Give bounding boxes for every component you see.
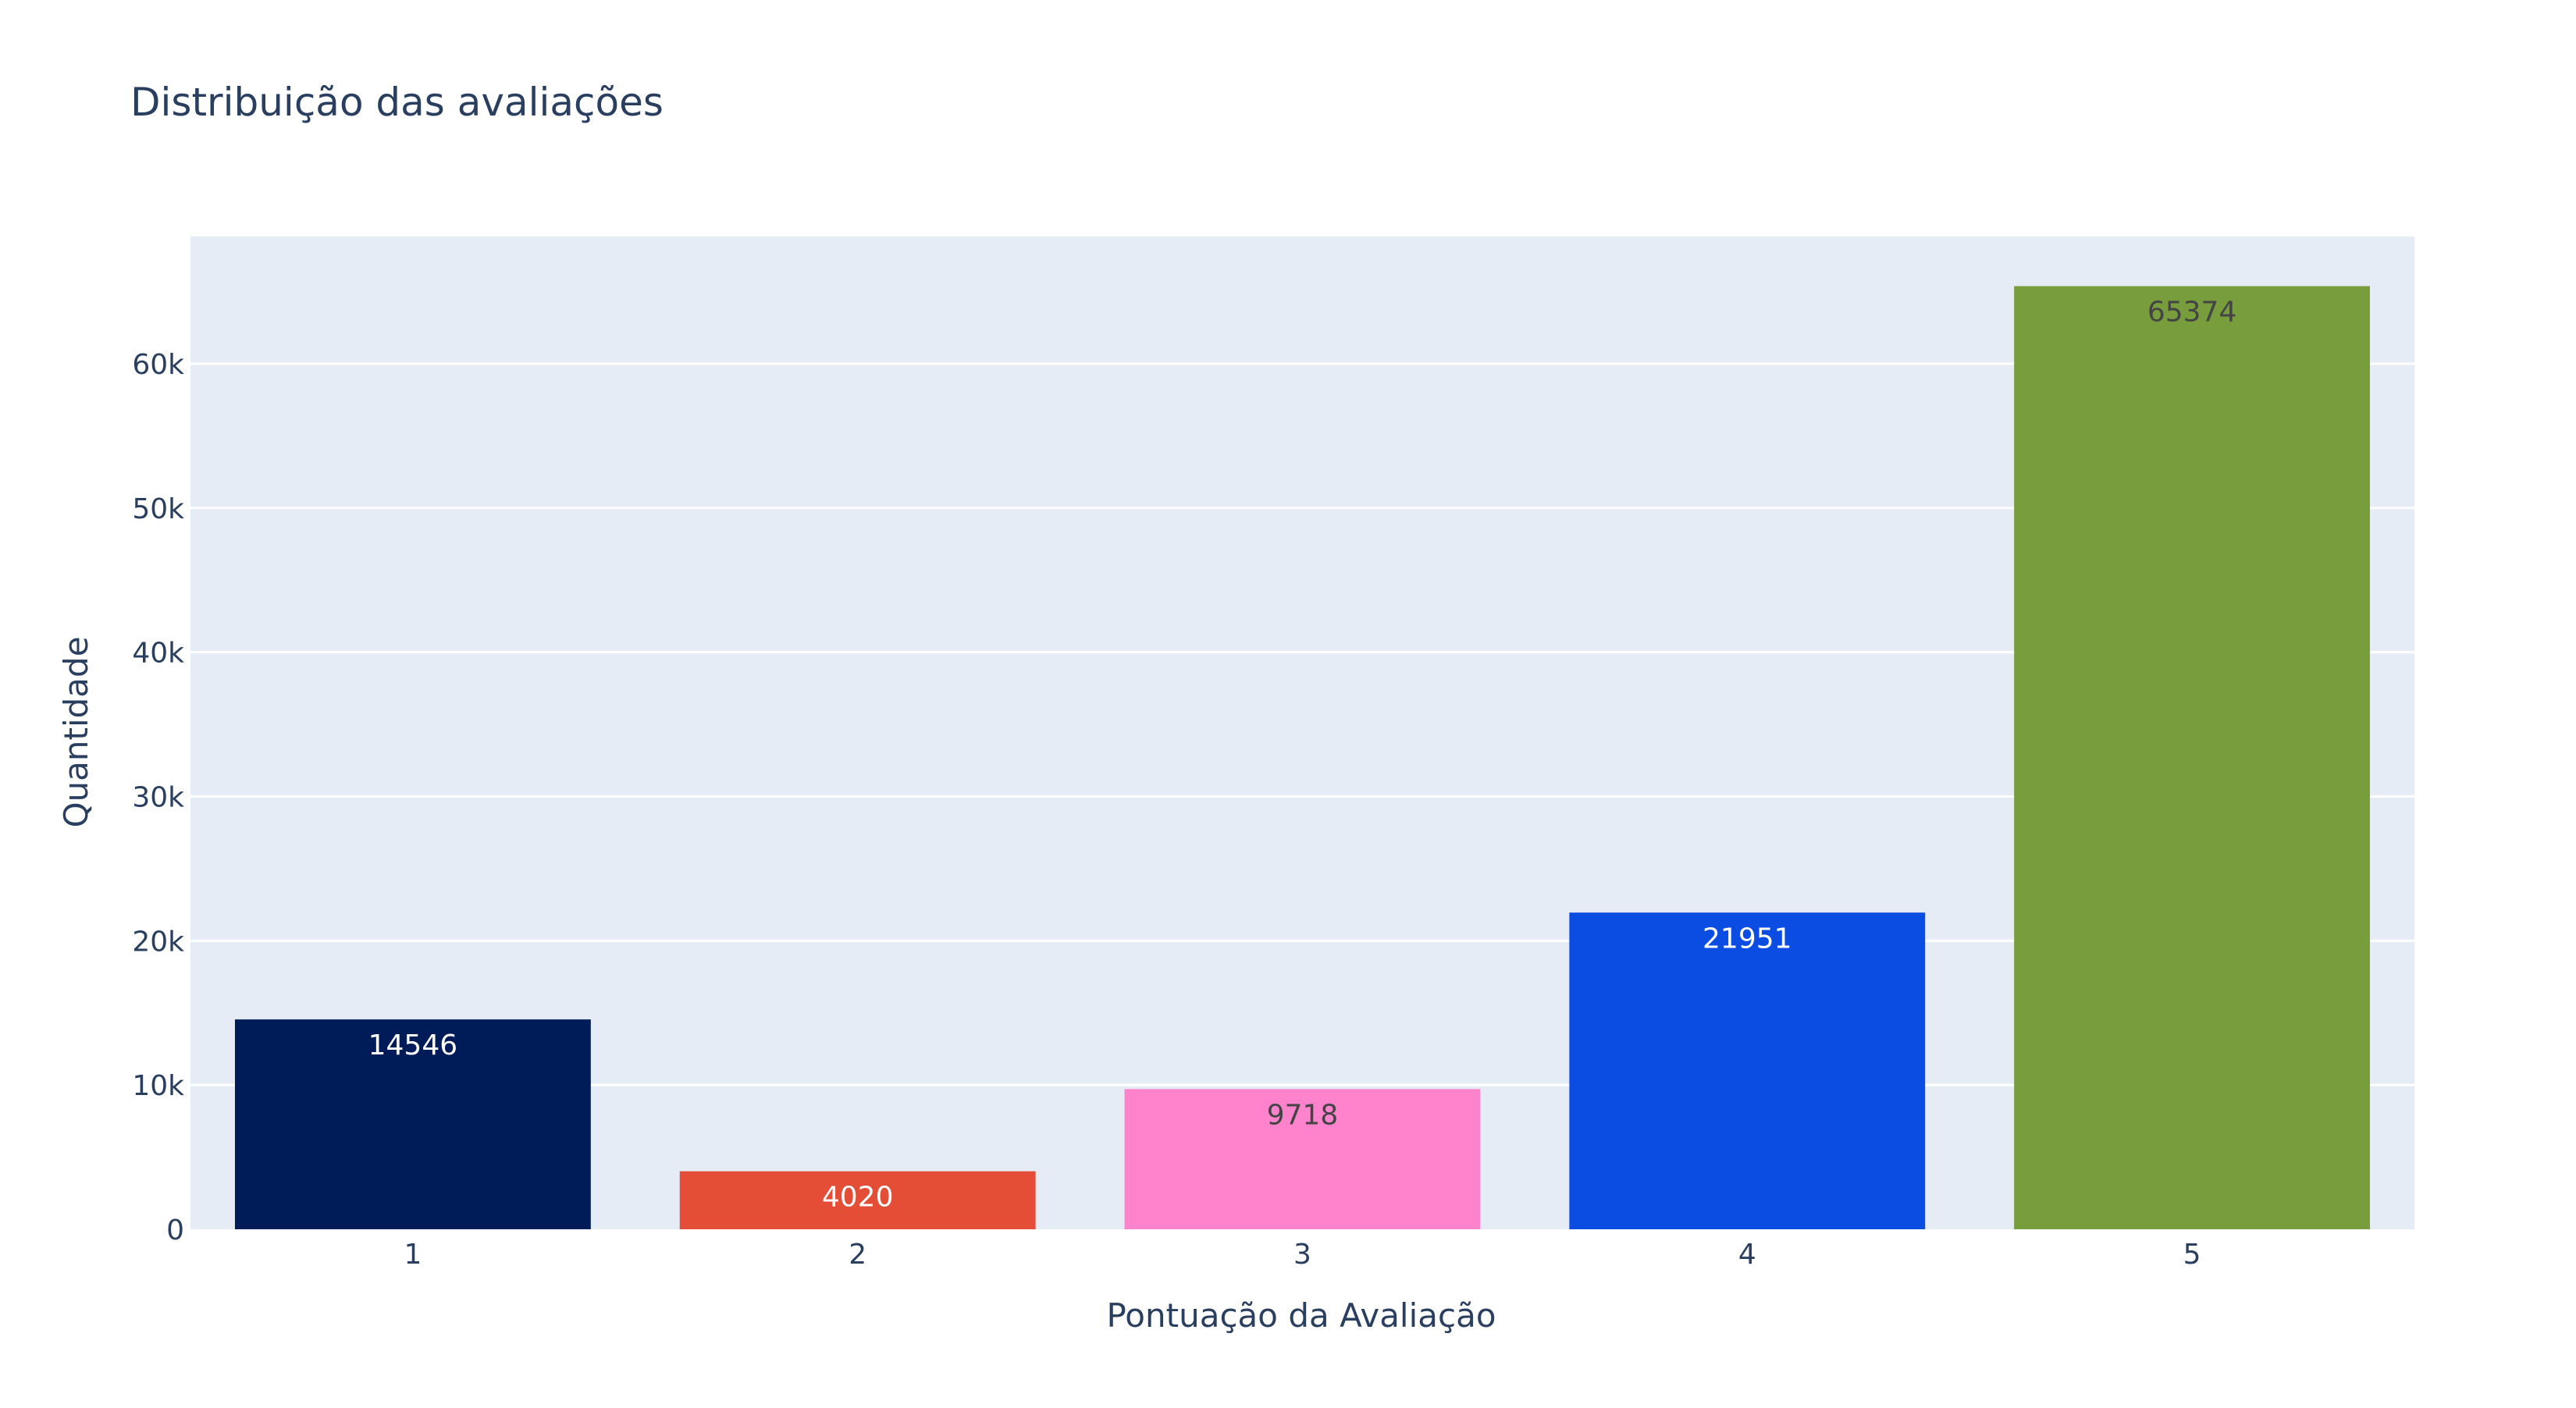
y-axis-ticks: 0 10k 20k 30k 40k 50k 60k xyxy=(132,349,184,1246)
bar-5[interactable] xyxy=(2014,286,2371,1229)
y-tick-label: 10k xyxy=(132,1070,184,1102)
data-labels: 14546 4020 9718 21951 65374 xyxy=(368,297,2237,1214)
bar-1[interactable] xyxy=(234,1019,591,1229)
y-axis-title: Quantidade xyxy=(57,636,95,827)
bar-2[interactable] xyxy=(679,1171,1036,1229)
x-tick-label: 4 xyxy=(1738,1239,1756,1271)
x-tick-label: 1 xyxy=(404,1239,422,1271)
x-axis-ticks: 1 2 3 4 5 xyxy=(404,1239,2201,1271)
bar-3[interactable] xyxy=(1124,1089,1481,1229)
bar-4[interactable] xyxy=(1569,912,1926,1229)
x-tick-label: 5 xyxy=(2183,1239,2201,1271)
data-label-3: 9718 xyxy=(1267,1099,1339,1131)
y-tick-label: 40k xyxy=(132,638,184,670)
x-tick-label: 3 xyxy=(1293,1239,1311,1271)
x-axis-title: Pontuação da Avaliação xyxy=(1106,1296,1496,1335)
data-label-2: 4020 xyxy=(822,1182,894,1214)
y-tick-label: 30k xyxy=(132,781,184,813)
data-label-5: 65374 xyxy=(2147,297,2237,329)
y-tick-label: 0 xyxy=(166,1214,184,1246)
data-label-1: 14546 xyxy=(368,1029,458,1061)
chart-title: Distribuição das avaliações xyxy=(130,80,664,125)
y-tick-label: 50k xyxy=(132,493,184,525)
x-tick-label: 2 xyxy=(849,1239,866,1271)
y-tick-label: 60k xyxy=(132,349,184,381)
data-label-4: 21951 xyxy=(1703,923,1792,955)
y-tick-label: 20k xyxy=(132,926,184,958)
bars xyxy=(234,286,2371,1229)
